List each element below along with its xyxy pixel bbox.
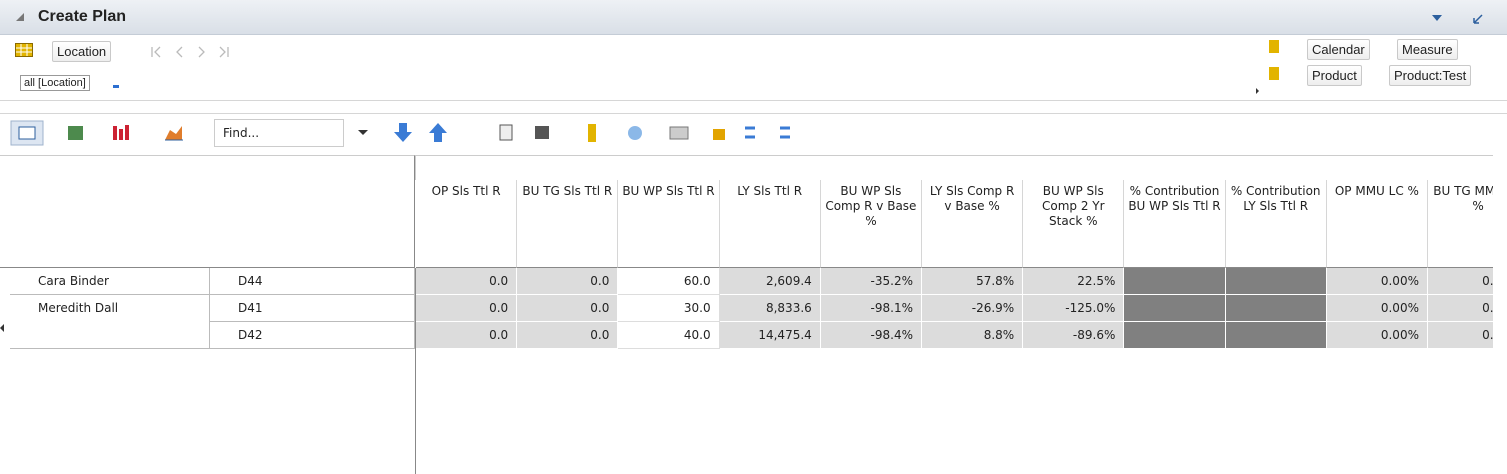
data-cell: 57.8% (922, 268, 1024, 295)
data-cell: 0.0 (416, 268, 518, 295)
column-header: BU WP Sls Ttl R (618, 180, 720, 268)
data-grid: OP Sls Ttl R BU TG Sls Ttl R BU WP Sls Ttl… (0, 155, 1493, 474)
separator (0, 113, 1507, 114)
data-cell: 0.0 (517, 295, 619, 322)
panel-title: Create Plan (38, 8, 127, 25)
data-cell (1225, 322, 1327, 349)
data-cell: 0.0 (517, 322, 619, 349)
row-code: D42 (210, 322, 415, 349)
data-cell: 14,475.4 (719, 322, 821, 349)
data-cell: 8,833.6 (719, 295, 821, 322)
row-code: D41 (210, 295, 415, 322)
separator (0, 100, 1507, 101)
data-cell (1124, 322, 1226, 349)
column-header: LY Sls Comp R v Base % (922, 180, 1024, 268)
data-cell: 0.00% (1428, 322, 1493, 349)
column-header: BU WP Sls Comp R v Base % (820, 180, 922, 268)
data-cell: 0.00% (1428, 295, 1493, 322)
toolbar-icons[interactable] (355, 120, 835, 146)
data-cell: 0.0 (517, 268, 619, 295)
side-dimension[interactable]: Product:Test (1389, 65, 1472, 86)
header-band (415, 155, 1493, 180)
data-cell: 40.0 (618, 322, 720, 349)
data-cell: 2,609.4 (719, 268, 821, 295)
column-header: BU TG MMU LC % (1428, 180, 1493, 268)
data-cell: -26.9% (922, 295, 1024, 322)
data-cell: -98.4% (820, 322, 922, 349)
data-cell: 0.00% (1326, 322, 1428, 349)
data-cell: 60.0 (618, 268, 720, 295)
side-dimension[interactable]: Measure (1397, 39, 1458, 60)
data-cell: 22.5% (1023, 268, 1125, 295)
data-cell: 0.0 (416, 322, 518, 349)
data-cell: -98.1% (820, 295, 922, 322)
title-bar: Create Plan (0, 0, 1507, 35)
column-header: BU TG Sls Ttl R (517, 180, 619, 268)
location-filter[interactable]: all [Location] (20, 75, 90, 91)
page-nav (151, 46, 229, 58)
data-cell: 0.00% (1428, 268, 1493, 295)
column-header: % Contribution LY Sls Ttl R (1225, 180, 1327, 268)
side-icons (1256, 40, 1279, 94)
data-cell: 0.00% (1326, 268, 1428, 295)
column-header: LY Sls Ttl R (719, 180, 821, 268)
row-code: D44 (210, 268, 415, 295)
find-input[interactable]: Find... (214, 119, 344, 147)
data-cell (1124, 295, 1226, 322)
view-buttons[interactable] (10, 120, 210, 146)
column-header: BU WP Sls Comp 2 Yr Stack % (1023, 180, 1125, 268)
frozen-divider (415, 268, 416, 474)
filter-dash (113, 85, 119, 88)
column-header: % Contribution BU WP Sls Ttl R (1124, 180, 1226, 268)
data-cell: 0.00% (1326, 295, 1428, 322)
column-header: OP MMU LC % (1326, 180, 1428, 268)
splitter-arrow[interactable] (0, 323, 5, 333)
side-dimension[interactable]: Calendar (1307, 39, 1370, 60)
data-cell (1124, 268, 1226, 295)
data-cell: -89.6% (1023, 322, 1125, 349)
data-cell: 0.0 (416, 295, 518, 322)
data-cell (1225, 295, 1327, 322)
data-cell (1225, 268, 1327, 295)
location-button[interactable]: Location (52, 41, 112, 62)
data-cell: -125.0% (1023, 295, 1125, 322)
dimension-icon (15, 43, 33, 57)
side-dimension[interactable]: Product (1307, 65, 1362, 86)
collapse-icon[interactable] (16, 12, 26, 22)
data-cell: -35.2% (820, 268, 922, 295)
row-label: Cara Binder (10, 268, 210, 295)
data-cell: 30.0 (618, 295, 720, 322)
data-cell: 8.8% (922, 322, 1024, 349)
panel-controls[interactable] (1430, 13, 1490, 25)
corner (0, 155, 415, 268)
column-header: OP Sls Ttl R (416, 180, 518, 268)
row-label: Meredith Dall (10, 295, 210, 349)
